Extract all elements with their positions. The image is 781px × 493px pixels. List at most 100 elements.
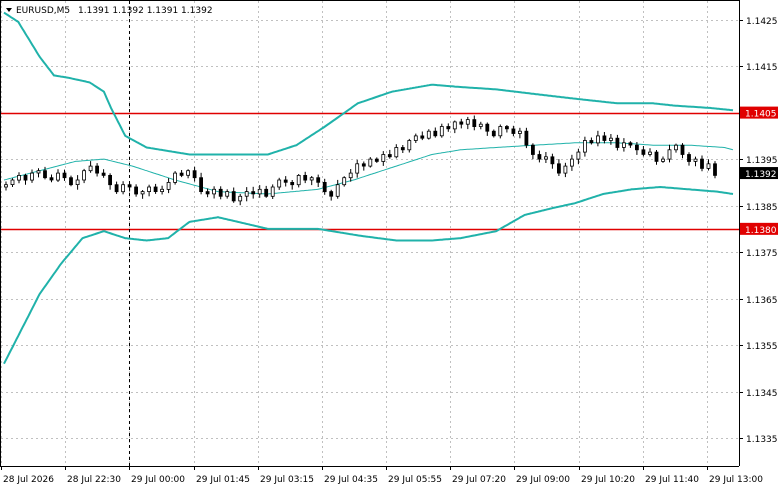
candle-body <box>49 177 54 181</box>
candle-body <box>303 174 308 181</box>
candle-body <box>231 191 236 202</box>
y-tick-label: 1.1385 <box>746 203 778 213</box>
candle-body <box>570 158 574 167</box>
y-tick-label: 1.1365 <box>746 296 778 306</box>
candle-body <box>173 172 178 183</box>
x-tick-label: 29 Jul 05:55 <box>388 475 442 485</box>
x-tick-label: 28 Jul 2026 <box>3 475 54 485</box>
y-tick-label: 1.1345 <box>746 389 778 399</box>
candle-body <box>355 163 360 174</box>
hline-tag-bg <box>740 222 778 235</box>
candle-body <box>550 156 555 165</box>
candle-body <box>270 186 275 197</box>
candle-body <box>615 137 620 148</box>
candle-body <box>160 188 165 193</box>
price-tags: 1.1405 1.1380 1.1392 <box>740 106 778 236</box>
bollinger-middle-line <box>3 142 734 195</box>
candle-body <box>192 170 197 179</box>
candle-body <box>661 158 665 162</box>
current-price-tag-bg <box>740 167 778 180</box>
candle-body <box>277 179 282 188</box>
candle-body <box>88 165 93 172</box>
x-tick-label: 29 Jul 11:40 <box>645 475 699 485</box>
candle-body <box>439 126 444 137</box>
candle-body <box>596 135 600 144</box>
candle-body <box>62 172 67 179</box>
candle-body <box>348 172 353 179</box>
candle-body <box>361 163 366 167</box>
candle-body <box>342 177 347 186</box>
candle-body <box>400 147 405 151</box>
candle-body <box>583 140 587 153</box>
triangle-down-icon[interactable] <box>6 8 12 12</box>
candle-body <box>589 140 594 144</box>
candle-body <box>56 172 60 181</box>
candle-body <box>296 174 301 186</box>
candle-body <box>394 147 399 158</box>
candle-body <box>140 191 145 195</box>
candle-body <box>433 130 438 137</box>
axes <box>0 0 740 467</box>
candle-body <box>413 135 418 141</box>
candle-body <box>426 130 431 139</box>
candle-body <box>322 181 327 193</box>
chart-title: EURUSD,M5 1.1391 1.1392 1.1391 1.1392 <box>6 6 213 16</box>
candle-body <box>290 181 295 186</box>
candle-body <box>648 151 652 155</box>
candle-body <box>309 177 314 181</box>
candle-body <box>36 170 41 174</box>
candle-body <box>166 181 171 190</box>
candle-body <box>316 177 321 183</box>
candle-body <box>713 163 717 176</box>
candle-body <box>82 170 86 181</box>
candle-body <box>674 144 678 151</box>
x-tick-label: 29 Jul 04:35 <box>324 475 378 485</box>
candle-body <box>387 154 392 158</box>
candle-body <box>225 191 230 197</box>
candle-body <box>95 165 99 174</box>
candle-body <box>199 177 204 192</box>
candle-body <box>407 140 412 151</box>
candle-body <box>335 184 340 197</box>
candle-body <box>693 158 698 162</box>
candle-body <box>381 154 386 162</box>
x-tick-label: 29 Jul 00:00 <box>131 475 185 485</box>
candle-body <box>531 144 535 155</box>
x-tick-label: 29 Jul 01:45 <box>196 475 250 485</box>
candle-body <box>283 179 288 183</box>
candle-body <box>622 142 626 148</box>
ohlc-values: 1.1391 1.1392 1.1391 1.1392 <box>78 6 213 16</box>
candle-body <box>134 186 139 195</box>
candle-body <box>576 151 581 160</box>
candle-body <box>205 191 210 195</box>
candle-body <box>459 121 464 125</box>
candle-body <box>108 174 112 186</box>
candle-body <box>706 163 711 169</box>
candle-body <box>609 137 613 141</box>
candle-body <box>478 123 483 127</box>
candle-body <box>628 142 633 146</box>
candle-body <box>30 172 34 181</box>
candle-body <box>524 130 529 146</box>
candle-body <box>264 188 269 197</box>
candle-body <box>251 191 256 195</box>
candle-body <box>329 191 334 197</box>
candle-body <box>153 186 158 192</box>
candle-body <box>452 121 457 130</box>
candle-body <box>420 135 425 139</box>
candle-body <box>69 177 73 186</box>
candle-body <box>498 126 503 137</box>
candle-body <box>114 184 119 193</box>
candle-body <box>238 195 243 202</box>
y-tick-label: 1.1395 <box>746 156 778 166</box>
candle-body <box>257 188 262 195</box>
y-tick-label: 1.1335 <box>746 435 778 445</box>
candle-body <box>101 172 106 176</box>
candle-body <box>4 184 8 188</box>
y-tick-label: 1.1425 <box>746 17 778 27</box>
bollinger-upper-line <box>3 11 734 156</box>
candles <box>4 115 717 206</box>
candle-body <box>537 154 542 160</box>
